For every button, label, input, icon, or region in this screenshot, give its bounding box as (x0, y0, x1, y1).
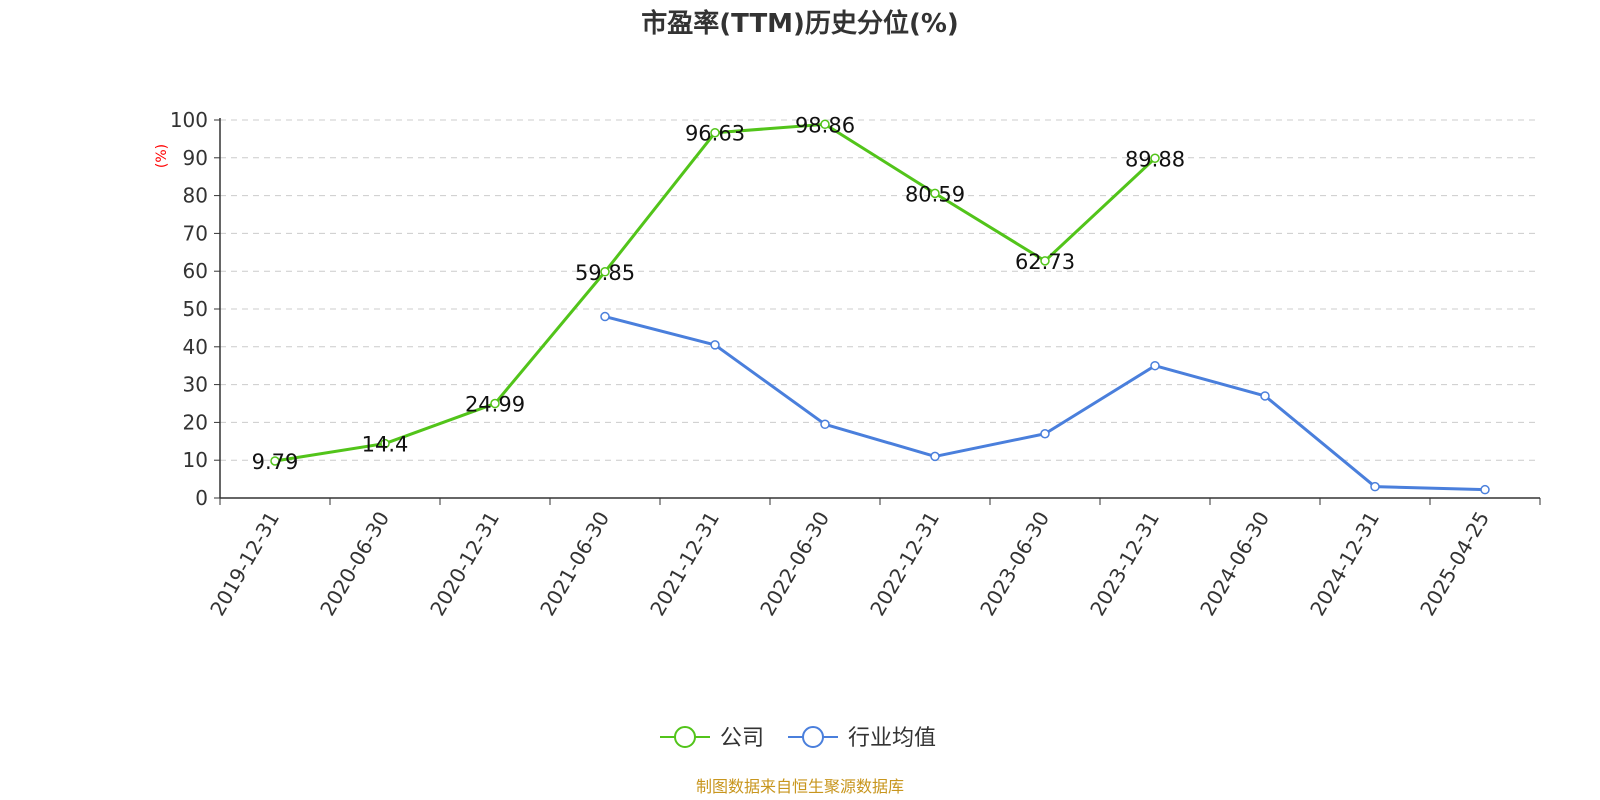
legend-marker-industry (802, 726, 824, 748)
data-source-note: 制图数据来自恒生聚源数据库 (696, 777, 904, 796)
y-tick-label: 50 (183, 297, 208, 321)
y-tick-labels: 0 10 20 30 40 50 60 70 80 90 100 (170, 108, 208, 510)
legend-item-industry[interactable]: 行业均值 (788, 726, 936, 751)
x-tick-label: 2023-12-31 (1085, 507, 1164, 620)
x-tick-label: 2025-04-25 (1415, 507, 1494, 620)
data-point[interactable] (930, 188, 940, 199)
data-point[interactable] (270, 456, 280, 466)
y-tick-label: 0 (195, 486, 208, 510)
data-label: 24.99 (465, 393, 525, 417)
data-point[interactable] (1150, 360, 1160, 371)
x-tick-label: 2024-06-30 (1195, 507, 1274, 620)
x-tick-label: 2024-12-31 (1305, 507, 1384, 620)
data-point[interactable] (1480, 484, 1490, 495)
legend-item-company[interactable]: 公司 (660, 726, 764, 751)
series-industry (600, 311, 1490, 495)
y-tick-label: 20 (183, 410, 208, 434)
data-label: 62.73 (1015, 250, 1075, 274)
data-label: 80.59 (905, 182, 965, 206)
series-line (274, 122, 1157, 463)
series-company: 9.79 14.4 24.99 59.85 96.63 98.86 80.59 62.73 89… (252, 113, 1185, 474)
x-tick-label: 2020-06-30 (315, 507, 394, 620)
data-point[interactable] (710, 340, 720, 350)
data-point[interactable] (820, 419, 830, 430)
x-tick-label: 2021-12-31 (645, 507, 724, 620)
legend-label-company: 公司 (720, 726, 764, 751)
chart-title: 市盈率(TTM)历史分位(%) (641, 8, 959, 39)
data-point[interactable] (600, 311, 610, 322)
data-point[interactable] (820, 119, 830, 130)
y-tick-label: 40 (183, 335, 208, 359)
legend-marker-company (674, 726, 696, 748)
data-label: 14.4 (362, 433, 409, 457)
y-tick-label: 60 (183, 259, 208, 283)
data-point[interactable] (1260, 391, 1270, 401)
data-point[interactable] (1040, 428, 1050, 439)
x-tick-label: 2019-12-31 (205, 507, 284, 620)
data-point[interactable] (1370, 481, 1380, 492)
x-tick-label: 2022-12-31 (865, 507, 944, 620)
data-label: 9.79 (252, 450, 299, 474)
x-tick-labels: 2019-12-31 2020-06-30 2020-12-31 2021-06-30… (205, 507, 1494, 620)
y-tick-label: 80 (183, 184, 208, 208)
data-label: 96.63 (685, 122, 745, 146)
data-label: 59.85 (575, 261, 635, 285)
y-tick-label: 10 (183, 448, 208, 472)
y-tick-label: 30 (183, 373, 208, 397)
data-point[interactable] (710, 127, 720, 138)
x-tick-label: 2021-06-30 (535, 507, 614, 620)
data-point[interactable] (380, 438, 390, 449)
y-tick-label: 100 (170, 108, 208, 132)
data-point[interactable] (490, 398, 500, 409)
data-point[interactable] (1040, 256, 1050, 266)
x-tick-label: 2023-06-30 (975, 507, 1054, 620)
series-line (604, 315, 1486, 492)
legend-label-industry: 行业均值 (848, 726, 936, 751)
y-tick-label: 90 (183, 146, 208, 170)
y-axis-unit: (%) (154, 144, 170, 168)
y-tick-label: 70 (183, 221, 208, 245)
data-point[interactable] (1150, 153, 1160, 164)
data-label: 98.86 (795, 113, 855, 137)
grid-lines (214, 119, 1540, 499)
data-point[interactable] (600, 267, 610, 277)
x-tick-label: 2020-12-31 (425, 507, 504, 620)
legend[interactable]: 公司 行业均值 (660, 726, 936, 751)
axes (219, 118, 1541, 505)
x-tick-label: 2022-06-30 (755, 507, 834, 620)
series-layer: 9.79 14.4 24.99 59.85 96.63 98.86 80.59 62.73 89… (252, 113, 1490, 495)
data-point[interactable] (930, 451, 940, 462)
data-label: 89.88 (1125, 147, 1185, 171)
